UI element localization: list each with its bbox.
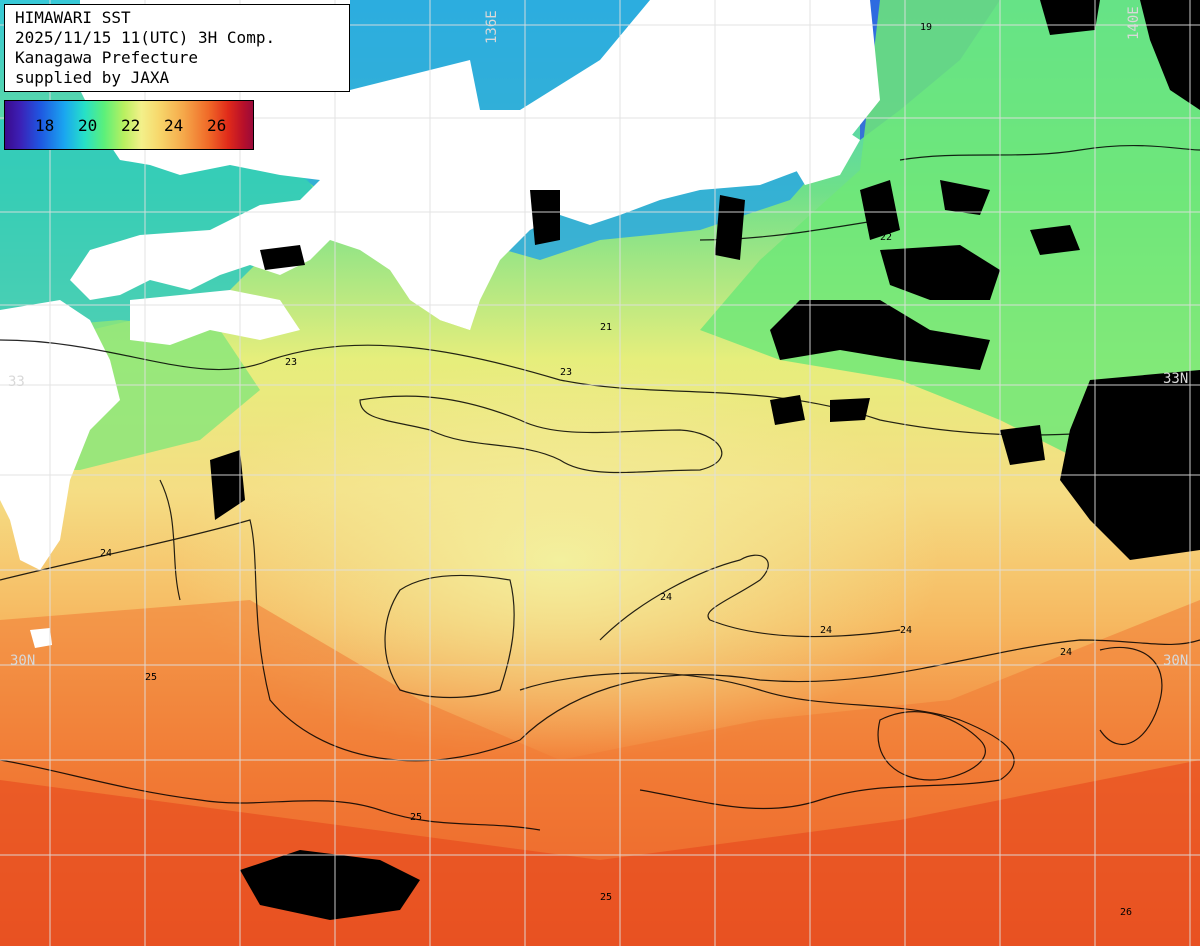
header-source: supplied by JAXA xyxy=(15,68,170,87)
contour-label: 23 xyxy=(285,357,297,368)
colorbar-label: 24 xyxy=(164,116,184,135)
contour-value-labels: 23 23 24 24 24 24 24 25 25 25 26 22 21 1… xyxy=(100,22,1132,918)
contour-label: 24 xyxy=(660,592,672,603)
sst-colorbar: 18 20 22 24 26 xyxy=(4,100,254,150)
warm-pool xyxy=(180,360,940,760)
contour-label: 25 xyxy=(410,812,422,823)
land-island-small xyxy=(30,628,52,648)
contour-label: 24 xyxy=(900,625,912,636)
header-region: Kanagawa Prefecture xyxy=(15,48,199,67)
lat-label-33n-right: 33N xyxy=(1163,371,1189,387)
contour-label: 25 xyxy=(145,672,157,683)
contour-label: 26 xyxy=(1120,907,1132,918)
contour-label: 23 xyxy=(560,367,572,378)
map-header: HIMAWARI SST 2025/11/15 11(UTC) 3H Comp.… xyxy=(4,4,350,92)
contour-label: 25 xyxy=(600,892,612,903)
colorbar-label: 22 xyxy=(121,116,141,135)
land-izu-east xyxy=(790,120,860,185)
land-kyushu xyxy=(0,300,120,570)
contour-label: 22 xyxy=(880,232,892,243)
colorbar-label: 26 xyxy=(207,116,227,135)
header-timestamp: 2025/11/15 11(UTC) 3H Comp. xyxy=(15,28,276,47)
colorbar-label: 18 xyxy=(35,116,55,135)
lat-label-30n-right: 30N xyxy=(1163,653,1189,669)
contour-label: 24 xyxy=(100,548,112,559)
lat-label-33-left: 33 xyxy=(8,374,25,390)
contour-label: 24 xyxy=(820,625,832,636)
lat-label-30n-left: 30N xyxy=(10,653,36,669)
lon-label-136e: 136E xyxy=(484,10,500,44)
header-title: HIMAWARI SST xyxy=(15,8,131,27)
colorbar-label: 20 xyxy=(78,116,98,135)
contour-lines xyxy=(0,144,1200,831)
contour-label: 19 xyxy=(920,22,932,33)
contour-label: 21 xyxy=(600,322,612,333)
lon-label-140e: 140E xyxy=(1126,6,1142,40)
contour-label: 24 xyxy=(1060,647,1072,658)
land-shikoku xyxy=(130,290,300,345)
